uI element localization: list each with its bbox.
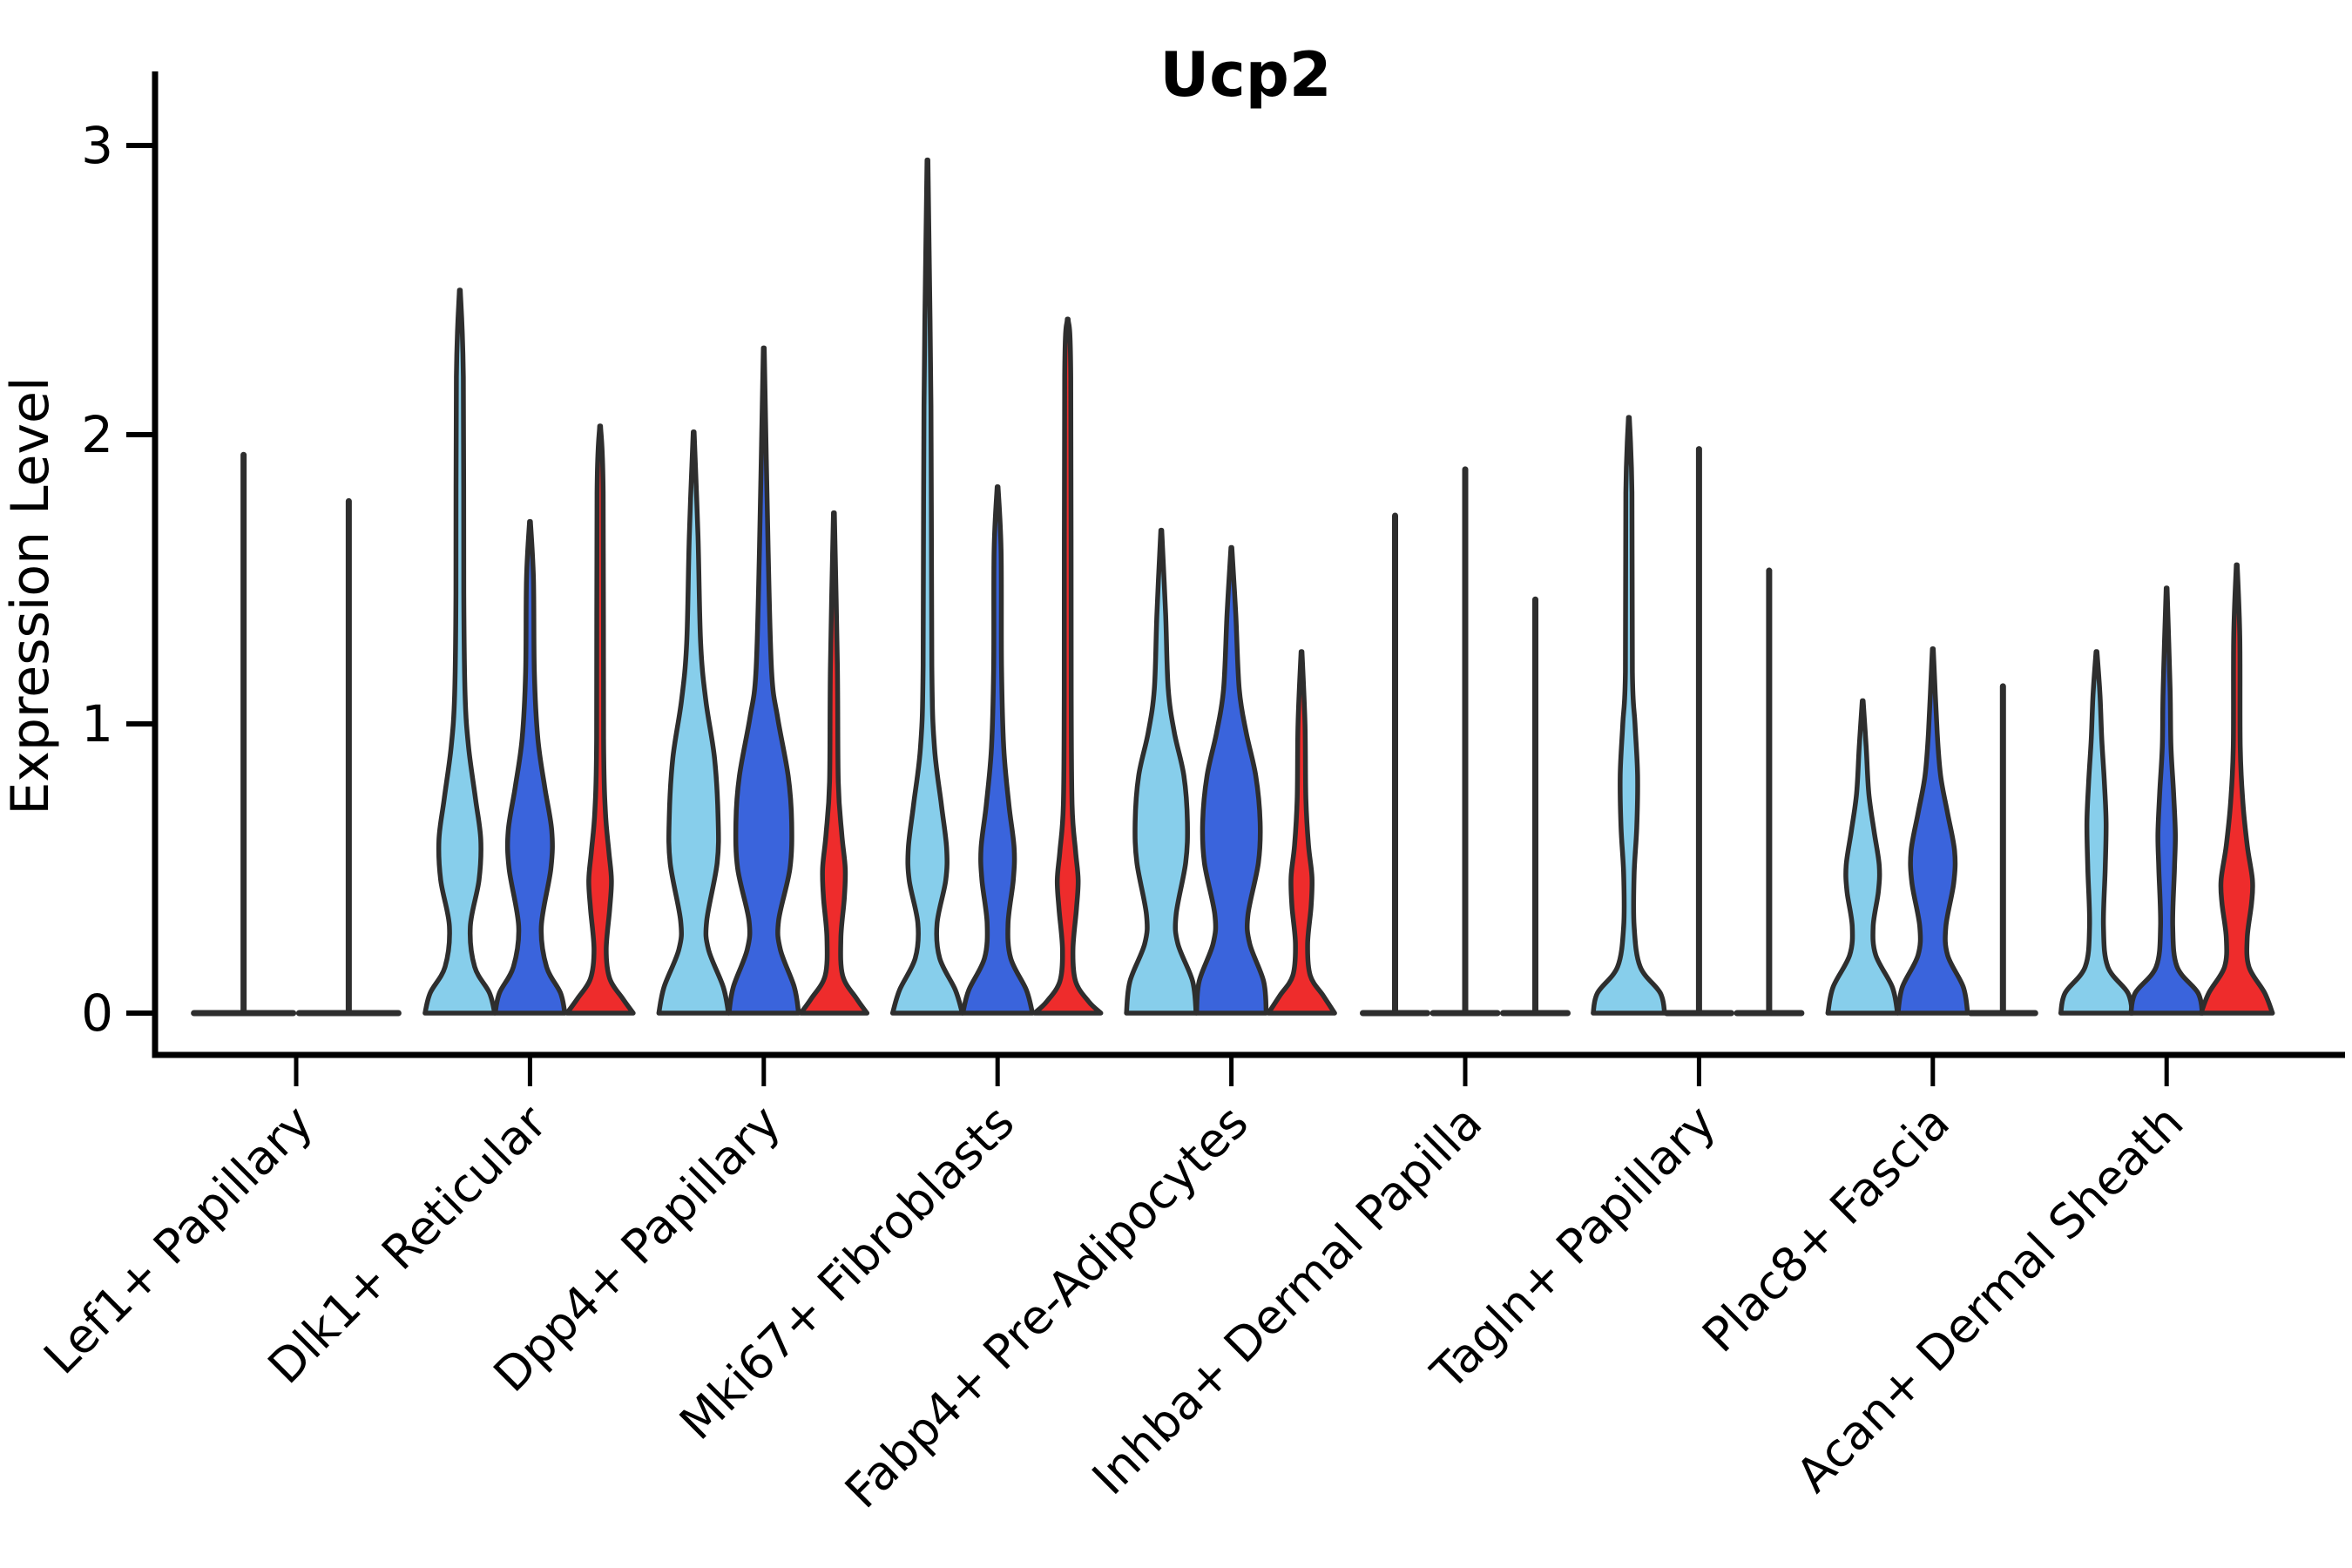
violin-sky-blue <box>422 287 497 1016</box>
violin-red <box>798 510 870 1016</box>
violin-sky-blue <box>889 157 965 1016</box>
violin-sky-blue <box>2058 649 2135 1016</box>
violin-royal-blue <box>1896 645 1970 1016</box>
y-tick-label: 2 <box>81 405 113 464</box>
violin-royal-blue <box>1193 544 1269 1016</box>
x-tick-label: Acan+ Dermal Sheath <box>1786 1095 2193 1503</box>
y-axis-label: Expression Level <box>0 376 61 814</box>
y-tick-label: 3 <box>81 116 113 175</box>
x-tick-label: Inhba+ Dermal Papilla <box>1082 1095 1492 1505</box>
axes-layer <box>152 71 2345 1058</box>
y-axis-ticks: 0 1 2 3 <box>81 116 152 1043</box>
violin-sky-blue <box>656 429 732 1016</box>
violin-red <box>564 423 636 1016</box>
violin-royal-blue <box>960 484 1035 1016</box>
violin-sky-blue <box>1591 415 1667 1016</box>
violin-royal-blue <box>492 518 568 1016</box>
violin-sky-blue <box>1825 698 1901 1016</box>
y-tick-label: 1 <box>81 694 113 754</box>
violin-sky-blue <box>1124 527 1199 1016</box>
x-tick-label: Plac8+ Fascia <box>1692 1095 1960 1363</box>
y-tick-label: 0 <box>81 983 113 1043</box>
chart-title: Ucp2 <box>1159 39 1331 111</box>
axis-spines <box>152 71 2345 1058</box>
violin-red <box>1266 649 1337 1016</box>
violin-royal-blue <box>2128 585 2205 1016</box>
violin-red <box>1031 316 1104 1016</box>
violin-red <box>2198 562 2275 1016</box>
violin-royal-blue <box>727 345 801 1016</box>
x-tick-label: Fabp4+ Pre-Adipocytes <box>835 1095 1259 1519</box>
violins-layer <box>191 157 2275 1017</box>
